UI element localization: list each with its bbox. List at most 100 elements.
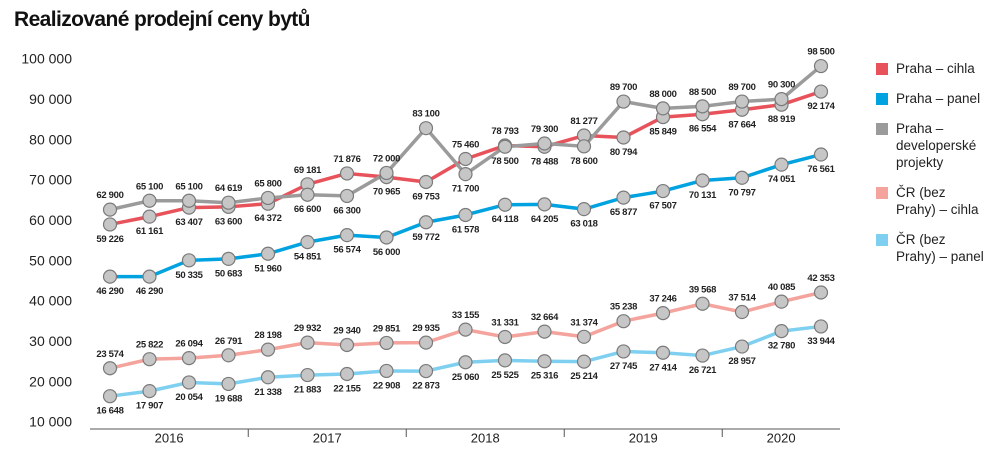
value-label: 88 000 [649,89,676,100]
value-label: 25 060 [452,372,479,383]
value-label: 90 300 [768,80,795,91]
point [537,354,552,369]
point [102,389,118,404]
point [418,335,434,350]
value-label: 27 414 [649,362,677,373]
legend-swatch [876,234,888,246]
point [695,99,710,114]
value-label: 27 745 [610,361,638,372]
value-label: 63 600 [215,216,242,227]
value-label: 29 935 [412,323,440,334]
value-label: 69 753 [412,192,439,203]
value-label: 35 238 [610,302,637,313]
value-label: 56 574 [333,245,361,256]
point [458,355,473,370]
value-label: 29 340 [333,326,360,337]
value-label: 25 525 [491,370,519,381]
markers [102,58,829,404]
value-label: 62 900 [96,190,123,201]
value-label: 80 794 [610,147,638,158]
point [497,353,513,368]
point [537,324,552,339]
point [260,190,276,206]
legend-item: ČR (bez Prahy) – panel [876,231,994,265]
value-label: 28 957 [728,356,755,367]
value-label: 64 118 [492,214,519,225]
value-label: 64 619 [215,183,242,194]
value-label: 50 683 [215,268,242,279]
value-label: 66 600 [294,204,321,215]
value-label: 26 791 [215,336,243,347]
point [142,269,157,284]
legend-label: ČR (bez Prahy) – cihla [896,185,979,217]
point [616,314,631,329]
point [300,187,315,202]
point [774,294,789,309]
legend-swatch [876,187,888,199]
value-label: 17 907 [136,401,163,412]
value-label: 21 883 [294,385,321,396]
chart: 10 000 20 000 30 000 40 000 50 000 60 000 70 0… [21,47,840,445]
point [497,139,513,154]
value-label: 25 214 [570,371,598,382]
chart-title: Realizované prodejní ceny bytů [14,8,311,31]
value-label: 72 000 [373,153,400,164]
point [774,92,789,107]
value-label: 86 554 [689,124,717,135]
value-label: 81 277 [570,116,597,127]
y-tick-label: 40 000 [29,293,72,309]
point [497,329,513,345]
point [102,361,118,376]
value-label: 61 578 [452,224,479,235]
point [537,197,552,212]
value-label: 37 514 [728,293,756,304]
value-label: 22 155 [333,383,361,394]
point [181,253,197,268]
value-label: 32 780 [768,341,795,352]
value-label: 70 131 [689,190,717,201]
point [576,139,592,154]
y-tick-label: 70 000 [29,172,72,188]
point [537,136,552,151]
value-label: 29 851 [373,323,401,334]
value-label: 59 772 [412,232,439,243]
value-label: 42 353 [807,273,834,284]
point [813,285,829,300]
value-label: 20 054 [175,392,203,403]
value-label: 65 100 [136,181,163,192]
y-tick-label: 30 000 [29,333,72,349]
value-label: 79 300 [531,124,558,135]
value-label: 31 374 [570,317,598,328]
point [576,202,592,217]
value-label: 70 965 [373,187,401,198]
point [655,345,671,360]
point [813,58,829,74]
value-label: 85 849 [649,127,676,138]
point [181,350,197,366]
legend-swatch [876,93,888,105]
point [260,246,276,261]
point [616,130,631,145]
point [379,165,394,181]
value-label: 33 944 [807,336,835,347]
value-label: 56 000 [373,247,400,258]
value-label: 74 051 [768,174,796,185]
value-label: 87 664 [728,119,756,130]
point [695,296,710,311]
point [102,217,118,232]
point [813,319,829,334]
y-tick-label: 10 000 [29,414,72,430]
y-tick-label: 90 000 [29,91,72,107]
point [379,335,394,351]
point [418,215,434,230]
point [300,367,315,383]
point [458,167,473,182]
legend-label: Praha – cihla [896,61,975,76]
value-label: 65 877 [610,207,637,218]
value-label: 71 700 [452,184,479,195]
value-label: 39 568 [689,284,716,295]
value-label: 78 600 [570,156,597,167]
point [339,337,355,353]
point [813,147,829,162]
